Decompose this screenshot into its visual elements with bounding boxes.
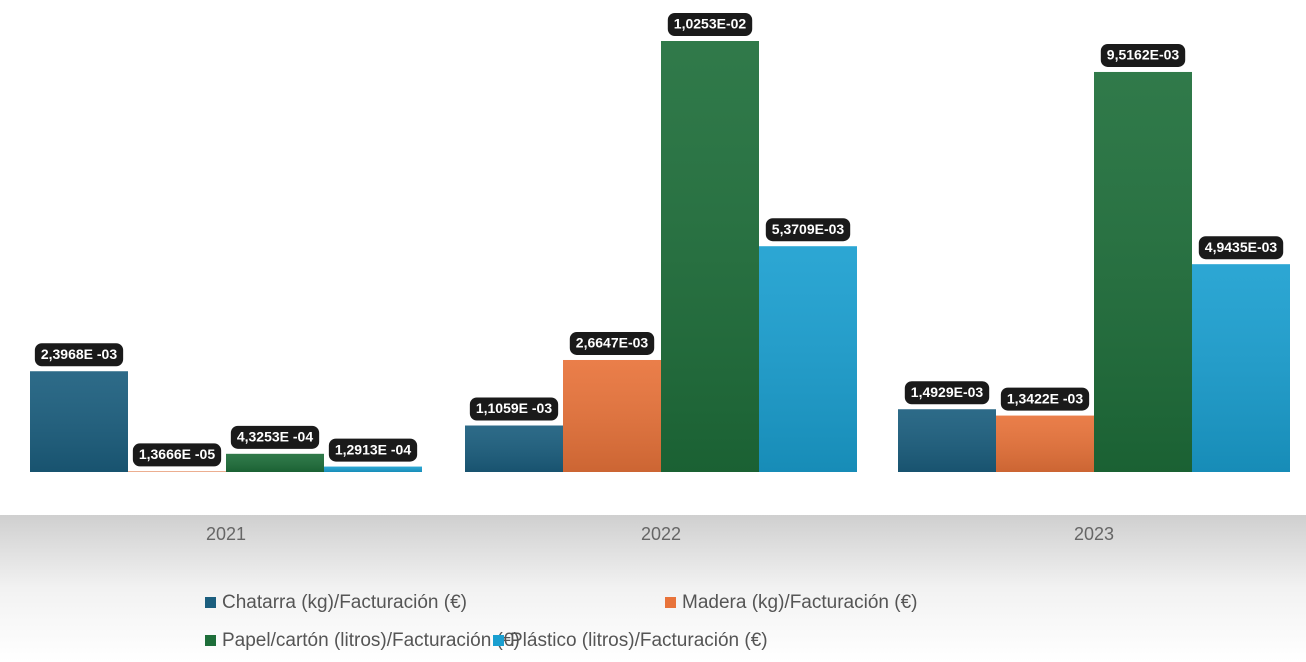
legend-label: Papel/cartón (litros)/Facturación (€) — [222, 630, 520, 651]
data-label-box — [1000, 387, 1090, 411]
bar-shade — [324, 466, 422, 472]
bar-shade — [1094, 71, 1192, 472]
x-tick-label: 2022 — [641, 524, 681, 544]
data-label: 1,0253E-02 — [667, 13, 753, 36]
data-label: 2,6647E-03 — [569, 331, 655, 355]
legend-swatch — [493, 635, 504, 646]
legend-swatch — [665, 597, 676, 608]
axis-band — [0, 515, 1306, 662]
data-label-text: 4,9435E-03 — [1205, 239, 1278, 255]
data-label-text: 1,3422E -03 — [1007, 390, 1083, 406]
data-label-box — [328, 438, 418, 462]
bar-shade — [128, 471, 226, 472]
data-label: 1,4929E-03 — [904, 381, 990, 405]
data-label-text: 1,0253E-02 — [674, 16, 747, 32]
data-label-box — [1198, 236, 1284, 260]
data-label-box — [230, 425, 320, 449]
data-label: 4,9435E-03 — [1198, 236, 1284, 260]
data-label-text: 1,2913E -04 — [335, 441, 411, 457]
data-label: 9,5162E-03 — [1100, 43, 1186, 67]
data-label-box — [132, 443, 222, 467]
data-label-box — [469, 397, 559, 421]
data-label: 1,2913E -04 — [328, 438, 418, 462]
data-label-text: 5,3709E-03 — [772, 221, 845, 237]
data-label-box — [34, 343, 124, 367]
bar-shade — [465, 425, 563, 472]
data-label-text: 1,4929E-03 — [911, 384, 984, 400]
bar-shade — [898, 409, 996, 472]
data-label: 5,3709E-03 — [765, 218, 851, 242]
data-label: 1,3422E -03 — [1000, 387, 1090, 411]
data-label-box — [1100, 43, 1186, 67]
x-tick-label: 2021 — [206, 524, 246, 544]
data-label-text: 9,5162E-03 — [1107, 47, 1180, 63]
data-label: 4,3253E -04 — [230, 425, 320, 449]
data-label-text: 1,1059E -03 — [476, 400, 552, 416]
legend-label: Plástico (litros)/Facturación (€) — [510, 630, 768, 651]
data-label-text: 4,3253E -04 — [237, 429, 313, 445]
bar-shade — [759, 246, 857, 472]
data-label-box — [904, 381, 990, 405]
data-label-text: 2,3968E -03 — [41, 346, 117, 362]
legend-swatch — [205, 635, 216, 646]
data-label: 1,1059E -03 — [469, 397, 559, 421]
data-label-text: 2,6647E-03 — [576, 335, 649, 351]
legend-label: Chatarra (kg)/Facturación (€) — [222, 592, 467, 613]
legend-label: Madera (kg)/Facturación (€) — [682, 592, 917, 613]
bar-shade — [563, 359, 661, 472]
data-label-box — [765, 218, 851, 242]
bar-shade — [226, 453, 324, 472]
data-label: 2,3968E -03 — [34, 343, 124, 367]
x-tick-label: 2023 — [1074, 524, 1114, 544]
bar-shade — [996, 415, 1094, 472]
data-label-box — [667, 13, 753, 36]
data-label-box — [569, 331, 655, 355]
data-label: 1,3666E -05 — [132, 443, 222, 467]
bar-shade — [30, 371, 128, 472]
bar-shade — [661, 41, 759, 472]
bar-shade — [1192, 264, 1290, 472]
legend-swatch — [205, 597, 216, 608]
data-label-text: 1,3666E -05 — [139, 446, 215, 462]
